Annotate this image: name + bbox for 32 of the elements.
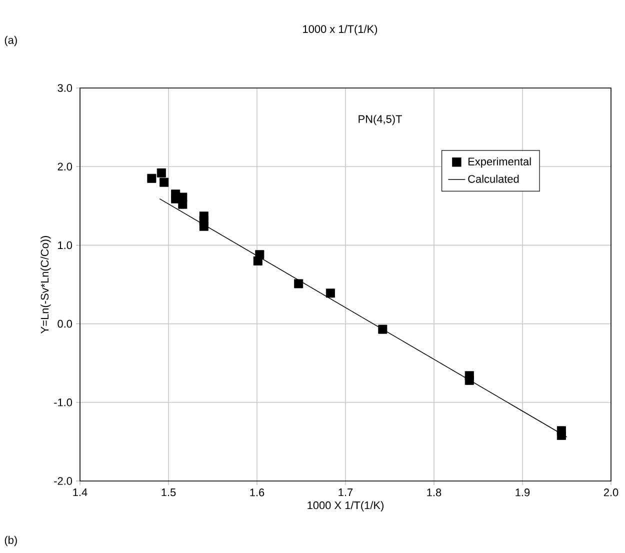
text: (a) bbox=[4, 36, 17, 46]
point bbox=[556, 426, 566, 436]
x-tick-label: 1.5 bbox=[162, 488, 176, 496]
y-tick-label: 3.0 bbox=[58, 84, 72, 92]
y-tick-label: -2.0 bbox=[54, 477, 72, 485]
y-tick-label: 0.0 bbox=[58, 320, 72, 328]
point bbox=[160, 178, 169, 187]
point bbox=[178, 200, 188, 209]
point bbox=[378, 324, 388, 334]
y-axis-title: Y=Ln(-Sv*Ln(C/Co)) bbox=[40, 236, 51, 334]
point bbox=[326, 288, 335, 298]
y-tick-label: -1.0 bbox=[54, 398, 72, 406]
x-tick-label: 2.0 bbox=[604, 488, 618, 496]
y-tick-label: 1.0 bbox=[58, 241, 72, 250]
x-axis-title: 1000 X 1/T(1/K) bbox=[308, 501, 384, 512]
x-tick-label: 1.9 bbox=[516, 488, 530, 496]
legend-label: Calculated bbox=[468, 174, 519, 183]
x-tick-label: 1.6 bbox=[250, 488, 264, 496]
x-tick-label: 1.4 bbox=[73, 488, 88, 496]
text: 1000 x 1/T(1/K) bbox=[303, 24, 378, 36]
point bbox=[253, 256, 262, 266]
x-tick-label: 1.7 bbox=[338, 488, 353, 496]
legend-label: Experimental bbox=[468, 157, 531, 168]
y-tick-label: 2.0 bbox=[58, 162, 72, 170]
point bbox=[147, 174, 156, 183]
x-tick-label: 1.8 bbox=[427, 488, 442, 496]
point bbox=[294, 279, 304, 288]
annotation: PN(4,5)T bbox=[358, 114, 402, 126]
point bbox=[199, 222, 208, 231]
point bbox=[464, 371, 474, 380]
text: (b) bbox=[4, 536, 17, 546]
point bbox=[156, 168, 166, 178]
